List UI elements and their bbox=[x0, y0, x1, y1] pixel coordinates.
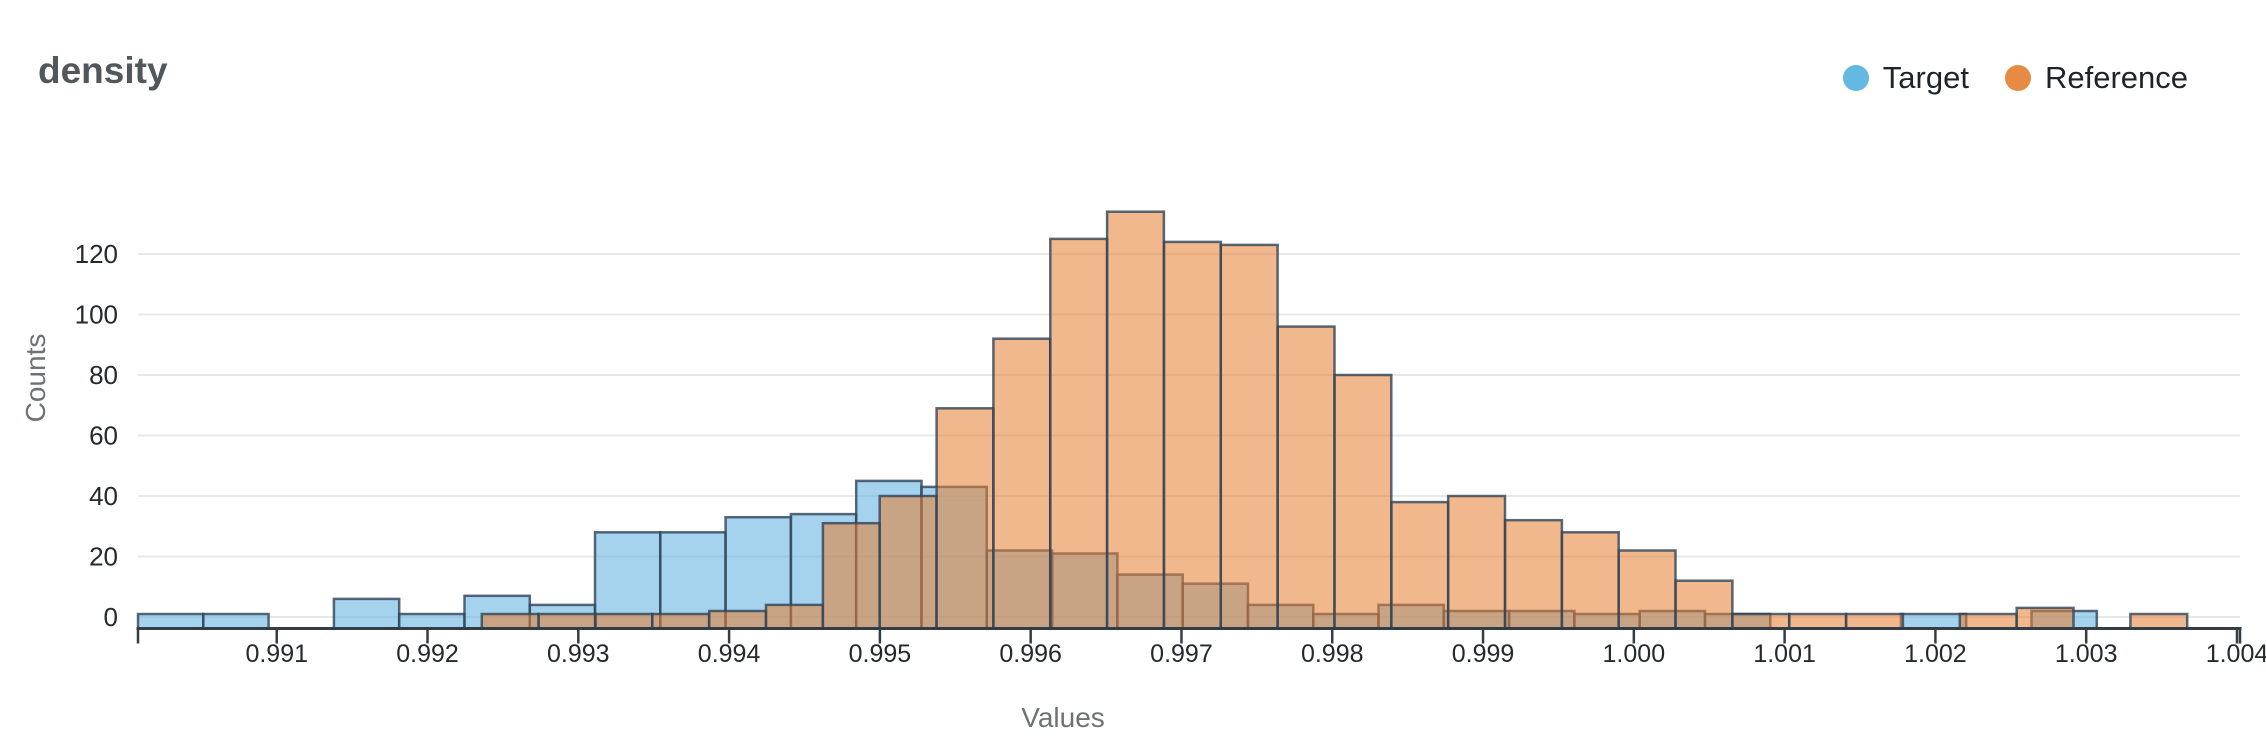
histogram-bar-reference bbox=[1390, 500, 1450, 630]
histogram-bar-reference bbox=[1105, 210, 1166, 630]
x-tick-label: 0.995 bbox=[849, 640, 912, 668]
x-tick-label: 0.997 bbox=[1150, 640, 1213, 668]
histogram-bar-reference bbox=[1333, 373, 1393, 630]
x-axis-title: Values bbox=[1021, 702, 1105, 733]
legend-item-target[interactable]: Target bbox=[1842, 60, 1969, 96]
histogram-bar-reference bbox=[2015, 606, 2075, 630]
x-tick-label: 0.991 bbox=[245, 640, 308, 668]
legend-label-reference: Reference bbox=[2044, 60, 2188, 95]
histogram-bar-reference bbox=[651, 612, 711, 630]
histogram-bar-reference bbox=[1674, 579, 1734, 630]
histogram-bar-reference bbox=[1049, 237, 1109, 630]
histogram-bar-reference bbox=[537, 612, 597, 630]
legend-item-reference[interactable]: Reference bbox=[2004, 60, 2188, 96]
histogram-bar-reference bbox=[594, 612, 654, 630]
x-tick-label: 0.999 bbox=[1452, 640, 1515, 668]
y-axis-title: Counts bbox=[20, 333, 51, 423]
y-tick-label: 60 bbox=[89, 421, 118, 451]
histogram-bar-reference bbox=[1617, 549, 1677, 630]
histogram-bar-target bbox=[332, 597, 401, 630]
y-tick-label: 20 bbox=[89, 542, 118, 572]
x-tick-label: 1.003 bbox=[2055, 640, 2118, 668]
x-tick-label: 0.998 bbox=[1301, 640, 1364, 668]
chart-title: density bbox=[38, 50, 168, 91]
histogram-bar-reference bbox=[1446, 494, 1507, 630]
x-tick-label: 1.001 bbox=[1753, 640, 1816, 668]
y-tick-label: 0 bbox=[104, 602, 118, 632]
y-tick-label: 80 bbox=[89, 360, 118, 390]
histogram-bar-reference bbox=[1958, 612, 2018, 630]
reference-legend-dot-icon bbox=[2004, 65, 2031, 91]
histogram-bar-target bbox=[136, 612, 205, 630]
histogram-bar-target bbox=[1899, 612, 1968, 630]
x-tick-label: 1.004 bbox=[2206, 640, 2266, 668]
histogram-bar-reference bbox=[2129, 612, 2189, 630]
y-tick-label: 100 bbox=[75, 300, 118, 330]
x-tick-label: 0.994 bbox=[698, 640, 761, 668]
x-tick-label: 0.993 bbox=[547, 640, 610, 668]
target-legend-dot-icon bbox=[1842, 65, 1869, 91]
histogram-bar-reference bbox=[480, 612, 540, 630]
y-tick-label: 120 bbox=[75, 239, 118, 269]
x-tick-label: 1.002 bbox=[1904, 640, 1967, 668]
histogram-bar-reference bbox=[1844, 612, 1905, 630]
histogram-bar-reference bbox=[1788, 612, 1848, 630]
histogram-bar-reference bbox=[707, 609, 768, 630]
x-tick-label: 0.992 bbox=[396, 640, 459, 668]
histogram-bar-reference bbox=[1162, 240, 1223, 630]
histogram-bar-reference bbox=[1560, 531, 1620, 630]
histogram-bar-reference bbox=[878, 494, 938, 630]
histogram-bar-reference bbox=[992, 337, 1052, 630]
histogram-bar-target bbox=[202, 612, 270, 630]
histogram-bar-reference bbox=[1503, 518, 1564, 630]
histogram-bar-reference bbox=[821, 521, 881, 630]
histogram-bar-reference bbox=[935, 407, 995, 630]
histogram-bar-target bbox=[397, 612, 466, 630]
histogram-bar-reference bbox=[1219, 243, 1279, 630]
x-tick-label: 1.000 bbox=[1603, 640, 1666, 668]
chart-legend: Target Reference bbox=[1842, 60, 2188, 96]
x-tick-label: 0.996 bbox=[999, 640, 1062, 668]
histogram-bar-reference bbox=[1276, 325, 1336, 630]
legend-label-target: Target bbox=[1882, 60, 1969, 95]
y-tick-label: 40 bbox=[89, 481, 118, 511]
histogram-bar-reference bbox=[764, 603, 825, 630]
histogram-bar-reference bbox=[1731, 612, 1791, 630]
